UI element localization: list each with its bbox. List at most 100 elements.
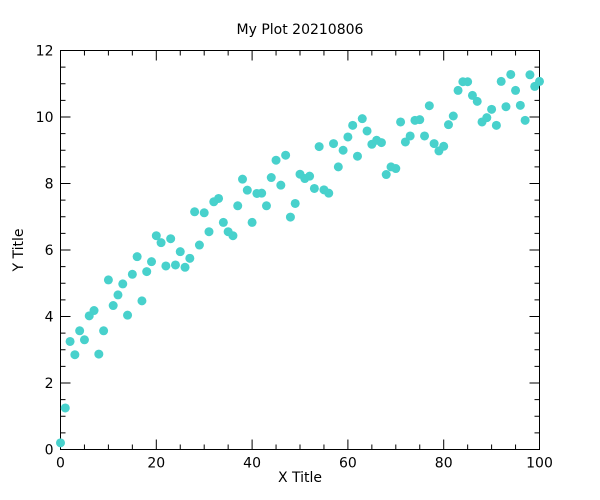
data-point [415, 115, 425, 125]
data-point [400, 137, 410, 147]
data-point [166, 234, 176, 244]
data-point [194, 240, 204, 250]
data-point [113, 290, 123, 300]
data-point [56, 438, 65, 448]
data-point [482, 113, 492, 123]
y-tick-label: 8 [45, 177, 54, 193]
data-point [343, 132, 353, 142]
data-point [506, 69, 516, 79]
data-point [156, 238, 166, 248]
data-point [333, 162, 343, 172]
data-point [199, 208, 209, 218]
data-point [405, 131, 415, 141]
data-point [108, 301, 118, 311]
data-point [511, 85, 521, 95]
y-tick-label: 2 [45, 376, 54, 392]
y-tick-label: 10 [36, 110, 54, 126]
y-tick-label: 0 [45, 443, 54, 459]
data-point [276, 180, 286, 190]
data-point [381, 170, 391, 180]
data-point [491, 120, 501, 130]
data-point [228, 231, 238, 241]
data-point [535, 76, 544, 86]
data-point [348, 120, 358, 130]
data-point [463, 77, 473, 87]
data-point [525, 70, 535, 80]
data-point [520, 115, 530, 125]
data-point [233, 201, 243, 211]
data-point [453, 85, 463, 95]
data-point [472, 96, 482, 106]
data-point [70, 350, 80, 360]
data-point [94, 349, 104, 359]
data-points [56, 69, 544, 448]
data-point [257, 188, 267, 198]
x-tick-label: 60 [339, 456, 357, 472]
data-point [103, 275, 113, 285]
data-point [123, 310, 133, 320]
data-point [180, 262, 190, 272]
x-tick-label: 100 [526, 456, 553, 472]
data-point [190, 207, 200, 217]
data-point [214, 193, 224, 203]
x-tick-label: 20 [147, 456, 165, 472]
data-point [338, 145, 348, 155]
data-point [424, 101, 434, 111]
axis-ticks [60, 50, 540, 450]
data-point [266, 173, 276, 183]
data-point [99, 326, 109, 336]
axis-tick-labels: 0 20 40 60 80 100 0 2 4 6 8 10 12 [36, 44, 553, 472]
data-point [290, 198, 300, 208]
data-point [127, 269, 137, 279]
data-point [281, 150, 291, 160]
data-point [501, 102, 511, 112]
data-point [429, 139, 439, 149]
data-point [271, 155, 281, 165]
data-point [362, 126, 372, 136]
x-tick-label: 0 [56, 456, 65, 472]
data-point [118, 279, 128, 289]
y-tick-label: 6 [45, 243, 54, 259]
y-tick-label: 4 [45, 310, 54, 326]
data-point [352, 151, 362, 161]
data-point [60, 403, 70, 413]
y-tick-label: 12 [36, 44, 54, 60]
data-point [170, 260, 180, 270]
data-point [65, 336, 75, 346]
data-point [261, 201, 271, 211]
data-point [161, 261, 171, 271]
data-point [242, 185, 252, 195]
data-point [238, 174, 248, 184]
data-point [285, 212, 295, 222]
data-point [391, 164, 401, 174]
data-point [79, 335, 89, 345]
data-point [448, 111, 458, 121]
data-point [420, 131, 430, 141]
x-tick-label: 80 [435, 456, 453, 472]
data-point [137, 296, 147, 306]
data-point [175, 247, 185, 257]
data-point [467, 90, 477, 100]
data-point [89, 306, 99, 316]
y-axis-label: Y Title [11, 228, 27, 272]
data-point [439, 141, 449, 151]
data-point [496, 76, 506, 86]
data-point [376, 138, 386, 148]
x-tick-label: 40 [243, 456, 261, 472]
data-point [396, 117, 406, 127]
data-point [309, 183, 319, 193]
data-point [204, 227, 214, 237]
data-point [324, 188, 334, 198]
data-point [185, 253, 195, 263]
data-point [75, 326, 85, 336]
data-point [218, 217, 228, 227]
data-point [314, 142, 324, 152]
data-point [147, 257, 157, 267]
data-point [305, 171, 315, 181]
data-point [329, 139, 339, 149]
data-point [487, 104, 497, 114]
data-point [515, 100, 525, 110]
data-point [151, 231, 161, 241]
data-point [247, 217, 257, 227]
